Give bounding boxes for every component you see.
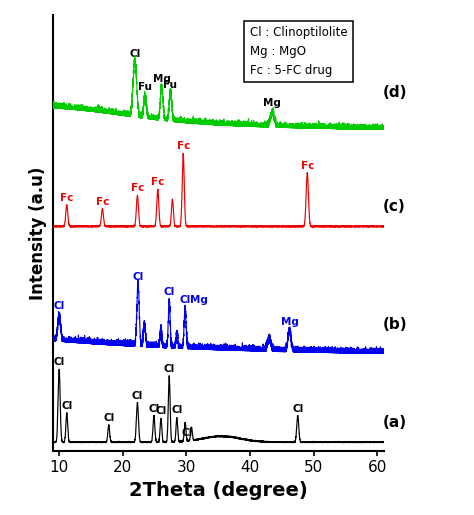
Text: Cl: Cl bbox=[129, 49, 140, 59]
Text: Mg: Mg bbox=[281, 317, 299, 327]
Text: Cl: Cl bbox=[164, 364, 175, 374]
Text: Fc: Fc bbox=[60, 193, 73, 203]
Text: Cl: Cl bbox=[171, 405, 182, 416]
Y-axis label: Intensity (a.u): Intensity (a.u) bbox=[29, 166, 47, 300]
Text: Cl: Cl bbox=[182, 428, 192, 438]
Text: Cl: Cl bbox=[180, 296, 191, 305]
Text: (c): (c) bbox=[383, 199, 405, 214]
Text: Cl: Cl bbox=[292, 404, 303, 414]
Text: Cl: Cl bbox=[164, 287, 175, 297]
Text: Cl: Cl bbox=[132, 391, 143, 401]
Text: (b): (b) bbox=[383, 317, 407, 332]
Text: Cl: Cl bbox=[148, 404, 160, 414]
Text: Fc: Fc bbox=[96, 197, 109, 207]
Text: Fc: Fc bbox=[301, 161, 314, 171]
Text: (a): (a) bbox=[383, 415, 407, 430]
Text: Cl: Cl bbox=[54, 357, 65, 367]
Text: Fc: Fc bbox=[151, 177, 164, 187]
Text: (d): (d) bbox=[383, 85, 407, 100]
Text: Cl: Cl bbox=[54, 301, 65, 311]
Text: Fc: Fc bbox=[176, 141, 190, 151]
Text: Mg: Mg bbox=[153, 74, 171, 83]
Text: Mg: Mg bbox=[264, 97, 281, 108]
Text: Fu: Fu bbox=[164, 80, 177, 91]
Text: Cl: Cl bbox=[155, 406, 166, 416]
Text: Cl: Cl bbox=[103, 413, 114, 423]
Text: Mg: Mg bbox=[190, 296, 208, 305]
Text: Cl : Clinoptilolite
Mg : MgO
Fc : 5-FC drug: Cl : Clinoptilolite Mg : MgO Fc : 5-FC d… bbox=[250, 26, 347, 77]
X-axis label: 2Theta (degree): 2Theta (degree) bbox=[129, 481, 308, 500]
Text: Cl: Cl bbox=[61, 401, 73, 411]
Text: Fu: Fu bbox=[138, 82, 152, 92]
Text: Cl: Cl bbox=[132, 272, 144, 282]
Text: Fc: Fc bbox=[131, 183, 144, 193]
